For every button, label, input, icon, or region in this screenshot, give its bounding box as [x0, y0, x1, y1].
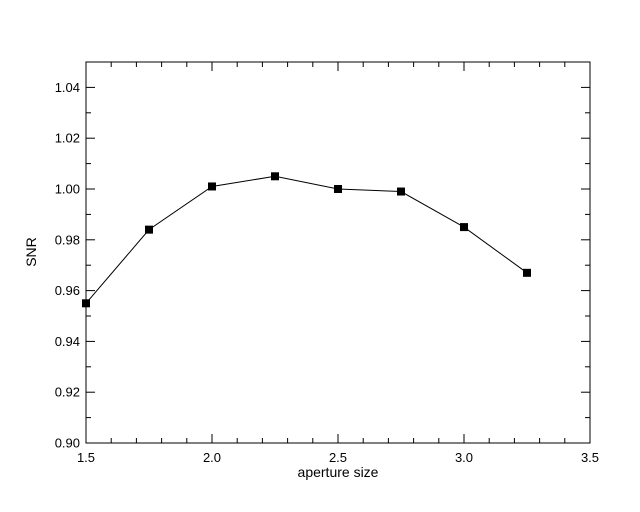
x-tick-label: 3.5 — [581, 450, 599, 465]
y-tick-label: 1.02 — [55, 131, 80, 146]
x-tick-label: 3.0 — [455, 450, 473, 465]
data-point-marker — [523, 268, 531, 277]
series-markers — [82, 172, 531, 308]
y-tick-label: 1.00 — [55, 182, 80, 197]
x-tick-label: 1.5 — [77, 450, 95, 465]
x-tick-label: 2.5 — [329, 450, 347, 465]
y-tick-label: 0.94 — [55, 334, 80, 349]
x-axis-title: aperture size — [298, 464, 379, 480]
y-tick-label: 0.98 — [55, 232, 80, 247]
y-tick-labels: 0.90 0.92 0.94 0.96 0.98 1.00 1.02 1.04 — [55, 80, 80, 451]
y-tick-label: 0.96 — [55, 283, 80, 298]
data-point-marker — [145, 225, 153, 234]
y-axis-title: SNR — [23, 237, 39, 267]
data-point-marker — [271, 172, 279, 181]
y-tick-label: 0.90 — [55, 436, 80, 451]
x-tick-label: 2.0 — [203, 450, 221, 465]
y-tick-label: 0.92 — [55, 385, 80, 400]
data-point-marker — [460, 223, 468, 232]
data-point-marker — [82, 299, 90, 308]
data-point-marker — [397, 187, 405, 196]
x-tick-labels: 1.5 2.0 2.5 3.0 3.5 — [77, 450, 599, 465]
data-point-marker — [208, 182, 216, 191]
axis-ticks — [85, 61, 591, 444]
series-line — [85, 175, 528, 304]
plot-frame — [85, 61, 591, 444]
y-tick-label: 1.04 — [55, 80, 80, 95]
data-point-marker — [334, 185, 342, 193]
